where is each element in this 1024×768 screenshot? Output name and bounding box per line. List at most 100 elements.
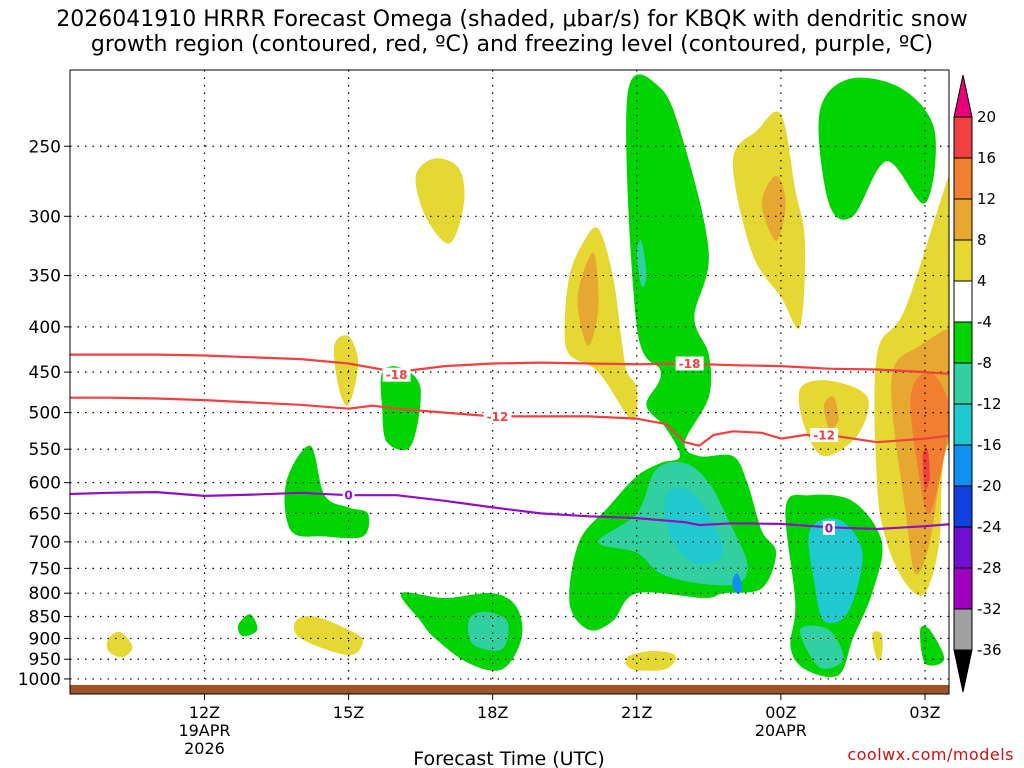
omega-region-13 <box>664 487 724 565</box>
omega-shading <box>106 74 949 677</box>
ytick-label-250: 250 <box>29 137 61 157</box>
plot-frame <box>69 69 950 695</box>
colorbar-box-1 <box>953 157 973 200</box>
omega-region-5 <box>237 614 258 637</box>
xtick-date-00Z: 20APR <box>755 721 807 740</box>
omega-region-14 <box>732 573 743 594</box>
colorbar-tick-7: -12 <box>977 395 1002 413</box>
colorbar-tick-11: -28 <box>977 559 1002 577</box>
xtick-label-03Z: 03Z <box>909 703 940 722</box>
dgz-minus12-contour <box>70 396 949 447</box>
colorbar-tick-5: -4 <box>977 313 992 331</box>
dgz-minus18-label-0: -18 <box>386 368 408 382</box>
dgz-minus18-label-1: -18 <box>679 357 701 371</box>
omega-region-16 <box>625 650 676 671</box>
ytick-label-950: 950 <box>29 650 61 670</box>
ytick-label-350: 350 <box>29 267 61 287</box>
freezing-level-0-label-bg-1 <box>822 520 835 535</box>
omega-region-4 <box>284 445 370 539</box>
ytick-label-550: 550 <box>29 440 61 460</box>
contours: -18 -18 -12 -12 0 0 <box>70 353 949 535</box>
colorbar-tick-13: -36 <box>977 641 1002 659</box>
ytick-label-600: 600 <box>29 474 61 494</box>
omega-region-15 <box>636 240 647 288</box>
colorbar-top-arrow <box>953 74 973 118</box>
omega-region-18 <box>761 175 786 242</box>
freezing-level-0-label-0: 0 <box>344 489 352 503</box>
title-line-1: 2026041910 HRRR Forecast Omega (shaded, … <box>56 7 967 32</box>
ytick-label-650: 650 <box>29 504 61 524</box>
credit-text: coolwx.com/models <box>847 745 1014 764</box>
dgz-minus12-label-1: -12 <box>813 428 835 442</box>
ytick-label-850: 850 <box>29 607 61 627</box>
colorbar-tick-3: 8 <box>977 231 987 249</box>
ytick-label-1000: 1000 <box>18 670 61 690</box>
omega-region-24 <box>799 625 844 669</box>
colorbar-box-11 <box>953 567 973 610</box>
dgz-minus18-label-bg-0 <box>382 367 411 382</box>
omega-region-6 <box>293 616 363 656</box>
xtick-label-12Z: 12Z <box>189 703 220 722</box>
dgz-minus12-label-bg-1 <box>810 427 839 442</box>
omega-region-28 <box>922 447 930 490</box>
xtick-year-12Z: 2026 <box>184 739 225 758</box>
dgz-minus12-label-0: -12 <box>487 410 509 424</box>
ground-strip <box>70 684 949 694</box>
dgz-minus18-contour <box>70 353 949 376</box>
colorbar-box-5 <box>953 321 973 364</box>
omega-region-19 <box>818 77 936 220</box>
colorbar-box-7 <box>953 403 973 446</box>
ytick-label-900: 900 <box>29 629 61 649</box>
colorbar-box-6 <box>953 362 973 405</box>
colorbar-box-4 <box>953 280 973 323</box>
colorbar-tick-0: 20 <box>977 108 996 126</box>
colorbar: 20 16 12 8 4 -4 -8 -12 -16 -20 -24 -28 -32 -36 <box>953 74 1002 693</box>
colorbar-tick-12: -32 <box>977 600 1002 618</box>
ytick-label-750: 750 <box>29 559 61 579</box>
colorbar-bottom-arrow <box>953 649 973 693</box>
colorbar-box-2 <box>953 198 973 241</box>
omega-region-29 <box>920 625 945 666</box>
dgz-minus18-label-bg-1 <box>675 356 704 371</box>
colorbar-tick-4: 4 <box>977 272 987 290</box>
colorbar-box-8 <box>953 444 973 487</box>
freezing-level-0-label-1: 0 <box>825 521 833 535</box>
colorbar-tick-6: -8 <box>977 354 992 372</box>
colorbar-box-0 <box>953 116 973 159</box>
colorbar-box-12 <box>953 608 973 651</box>
x-axis-label: Forecast Time (UTC) <box>413 748 604 768</box>
colorbar-box-9 <box>953 485 973 528</box>
omega-region-21 <box>823 396 839 429</box>
omega-region-10 <box>577 252 599 346</box>
xtick-label-21Z: 21Z <box>621 703 652 722</box>
freezing-level-0-contour <box>70 491 949 531</box>
ytick-label-700: 700 <box>29 533 61 553</box>
omega-region-7 <box>400 592 523 671</box>
ytick-label-400: 400 <box>29 318 61 338</box>
omega-region-11 <box>569 74 777 631</box>
ytick-label-300: 300 <box>29 207 61 227</box>
colorbar-tick-1: 16 <box>977 149 996 167</box>
omega-region-2 <box>333 335 359 406</box>
xtick-label-00Z: 00Z <box>765 703 796 722</box>
colorbar-tick-8: -16 <box>977 436 1002 454</box>
ytick-label-800: 800 <box>29 584 61 604</box>
colorbar-box-10 <box>953 526 973 569</box>
freezing-level-0-label-bg-0 <box>342 488 355 503</box>
xtick-label-18Z: 18Z <box>477 703 508 722</box>
ytick-label-500: 500 <box>29 404 61 424</box>
colorbar-tick-2: 12 <box>977 190 996 208</box>
omega-region-23 <box>808 518 863 624</box>
colorbar-tick-9: -20 <box>977 477 1002 495</box>
xtick-date-12Z: 19APR <box>178 721 230 740</box>
omega-region-1 <box>415 158 465 244</box>
title-line-2: growth region (contoured, red, ºC) and f… <box>91 32 933 57</box>
colorbar-tick-10: -24 <box>977 518 1002 536</box>
pressure-axis: 2503003504004505005506006507007508008509… <box>18 137 70 690</box>
xtick-label-15Z: 15Z <box>333 703 364 722</box>
ytick-label-450: 450 <box>29 363 61 383</box>
colorbar-box-3 <box>953 239 973 282</box>
dgz-minus12-label-bg-0 <box>483 409 512 424</box>
